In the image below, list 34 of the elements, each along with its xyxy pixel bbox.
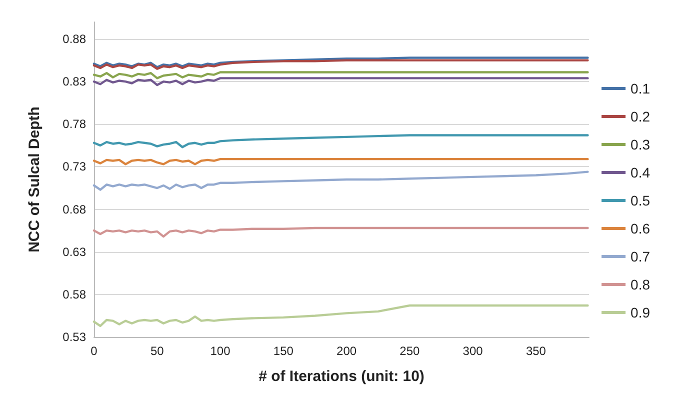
legend-label: 0.4 [630, 164, 650, 180]
y-tick-label: 0.63 [62, 244, 86, 259]
x-tick-label: 350 [526, 344, 546, 358]
legend-label: 0.1 [630, 80, 650, 96]
x-tick-label: 50 [150, 344, 164, 358]
x-tick-label: 150 [273, 344, 294, 358]
y-tick-label: 0.78 [62, 117, 86, 132]
line-series [92, 304, 589, 328]
line-series [92, 170, 589, 191]
legend-label: 0.2 [630, 108, 650, 124]
x-tick-label: 100 [210, 344, 231, 358]
legend-label: 0.3 [630, 136, 650, 152]
y-axis-title: NCC of Sulcal Depth [26, 106, 43, 252]
legend-label: 0.8 [630, 276, 650, 292]
line-series [92, 226, 589, 238]
y-tick-label: 0.73 [62, 160, 86, 174]
y-tick-label: 0.68 [62, 202, 86, 216]
legend-label: 0.9 [630, 304, 650, 320]
x-tick-label: 250 [400, 344, 420, 358]
y-tick-label: 0.58 [62, 287, 86, 302]
line-series [92, 56, 589, 68]
x-tick-label: 0 [90, 344, 98, 358]
y-tick-label: 0.83 [62, 74, 86, 89]
line-series [92, 59, 589, 70]
x-tick-label: 200 [336, 344, 357, 358]
legend-label: 0.7 [630, 248, 650, 264]
y-tick-label: 0.88 [62, 32, 86, 46]
line-series [92, 134, 589, 148]
y-tick-label: 0.53 [62, 330, 86, 344]
line-series [92, 77, 589, 86]
legend-label: 0.6 [630, 220, 650, 236]
x-axis-title: # of Iterations (unit: 10) [258, 368, 424, 385]
legend-label: 0.5 [630, 192, 650, 208]
x-tick-label: 300 [462, 344, 484, 358]
